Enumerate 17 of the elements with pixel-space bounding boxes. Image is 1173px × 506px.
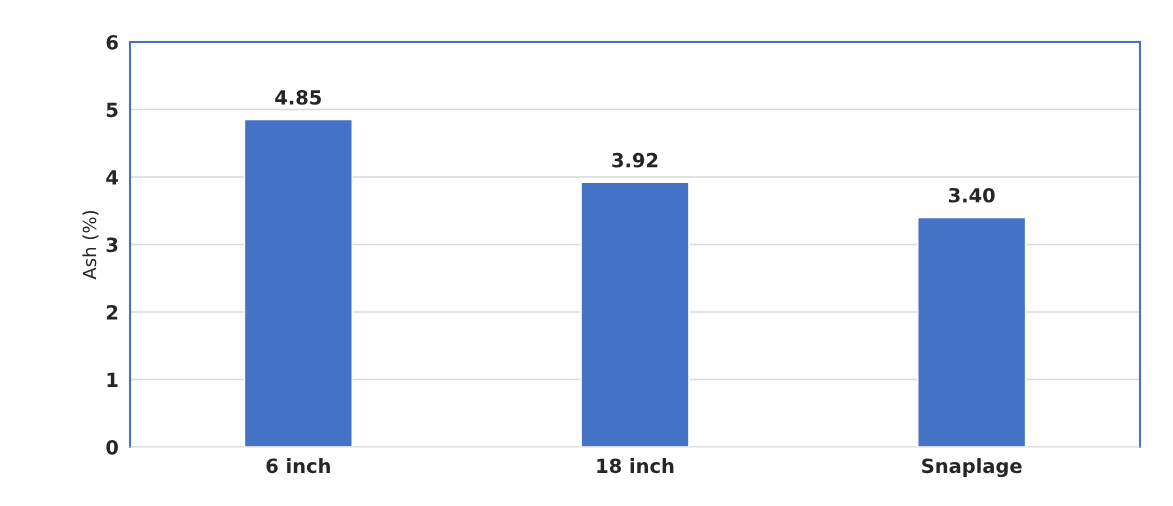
x-tick-label: 18 inch xyxy=(597,458,674,474)
y-tick-label: 6 xyxy=(106,34,118,50)
bar xyxy=(243,118,353,447)
data-label: 3.92 xyxy=(612,152,658,168)
bar xyxy=(917,216,1027,447)
y-axis-title: Ash (%) xyxy=(82,210,99,280)
y-tick-label: 1 xyxy=(107,372,118,387)
bar xyxy=(580,181,690,447)
y-tick-label: 0 xyxy=(106,439,118,455)
y-tick-label: 3 xyxy=(106,237,118,253)
data-label: 4.85 xyxy=(275,90,321,105)
y-tick-label: 5 xyxy=(106,102,118,118)
y-tick-label: 2 xyxy=(106,304,118,320)
x-tick-label: Snaplage xyxy=(922,458,1022,478)
x-tick-label: 6 inch xyxy=(266,458,330,474)
data-label: 3.40 xyxy=(948,187,995,203)
y-tick-label: 4 xyxy=(106,170,118,185)
